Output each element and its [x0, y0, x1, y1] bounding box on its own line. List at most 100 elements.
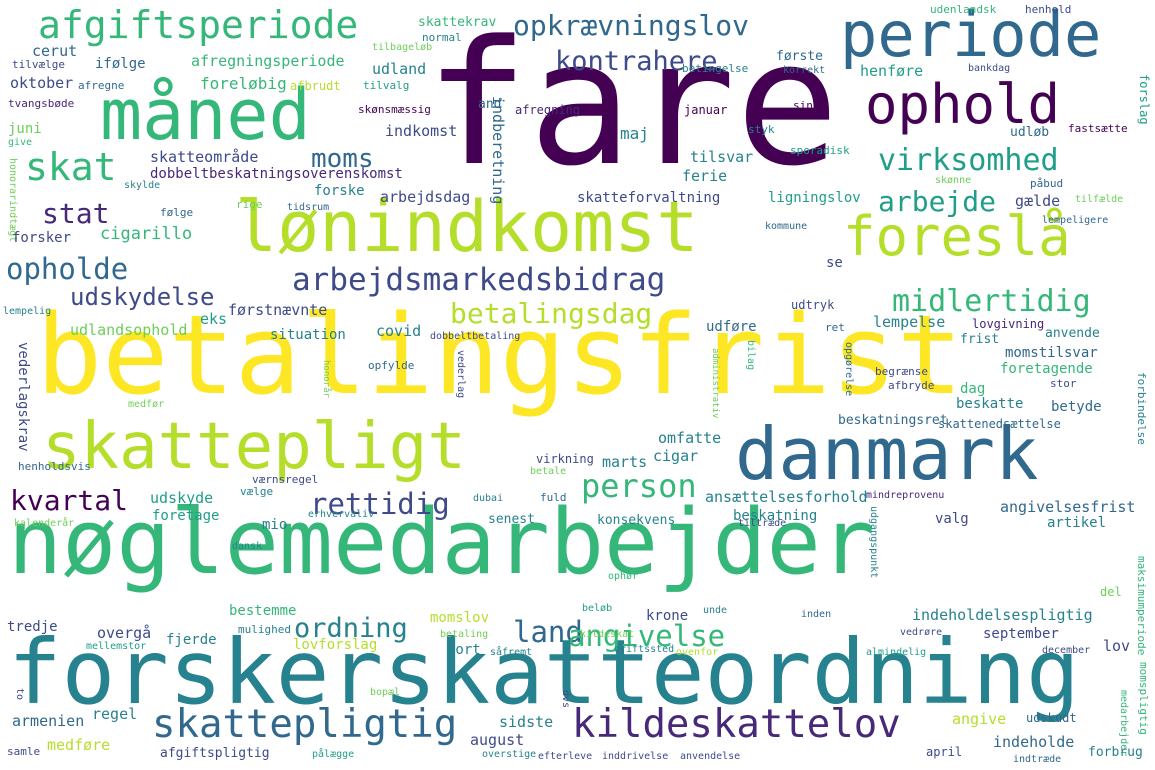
word-afregne: afregne: [78, 79, 125, 92]
word-land: land: [513, 615, 583, 649]
word-dobbeltbetaling: dobbeltbetaling: [430, 331, 521, 342]
word-give: give: [8, 137, 33, 148]
word-betalingsfrist: betalingsfrist: [36, 291, 964, 419]
word-foerste: første: [776, 49, 823, 64]
word-afgiftspligtig: afgiftspligtig: [160, 746, 270, 761]
word-frist: frist: [960, 332, 1000, 347]
word-lempelse: lempelse: [873, 313, 946, 331]
word-fjerde: fjerde: [166, 632, 217, 648]
word-dubai: dubai: [473, 493, 504, 504]
word-tilfaelde: tilfælde: [1075, 194, 1124, 205]
word-skatteomraade: skatteområde: [150, 148, 259, 166]
word-bopael: bopæl: [370, 687, 401, 698]
word-arbejdsdag: arbejdsdag: [380, 188, 471, 206]
word-gaelde: gælde: [1015, 192, 1061, 210]
word-betaling: betaling: [440, 629, 489, 640]
word-januar: januar: [684, 103, 728, 117]
word-lempelig: lempelig: [3, 306, 52, 317]
word-administrativ: administrativ: [710, 348, 720, 419]
word-vedroere: vedrøre: [900, 627, 943, 638]
word-skatteforvaltning: skatteforvaltning: [577, 190, 721, 206]
word-efterleve: efterleve: [538, 751, 593, 762]
word-kvartal: kvartal: [10, 484, 129, 517]
word-afbryde: afbryde: [888, 379, 935, 392]
word-ret: ret: [825, 321, 845, 334]
word-bankdag: bankdag: [968, 63, 1011, 74]
word-tidsrum: tidsrum: [287, 202, 330, 213]
word-anvende: anvende: [1045, 326, 1100, 341]
word-udenlandsk: udenlandsk: [930, 3, 997, 16]
word-forske: forske: [314, 183, 365, 199]
word-covid: covid: [376, 322, 422, 340]
word-skoensmaessig: skønsmæssig: [358, 103, 431, 116]
word-omfatte: omfatte: [658, 429, 722, 447]
word-vaernsregel: værnsregel: [252, 473, 319, 486]
word-overstige: overstige: [482, 749, 537, 760]
word-ansaettelsesforhold: ansættelsesforhold: [705, 488, 868, 506]
word-opkraevningslov: opkrævningslov: [513, 9, 750, 42]
word-ordning: ordning: [294, 613, 408, 644]
word-driftssted: driftssted: [614, 644, 675, 655]
word-foretage: foretage: [152, 508, 220, 524]
word-lovgivning: lovgivning: [972, 317, 1045, 331]
word-foretagende: foretagende: [1000, 361, 1093, 377]
word-forslag: forslag: [1137, 74, 1151, 125]
word-tilbageloeb: tilbageløb: [372, 42, 433, 53]
word-vederlagskrav: vederlagskrav: [15, 342, 31, 452]
word-moms: moms: [311, 144, 374, 174]
word-indtraede: indtræde: [1013, 754, 1062, 765]
word-henhold: henhold: [1025, 3, 1072, 16]
word-situation: situation: [270, 327, 346, 343]
word-beskatning: beskatning: [733, 508, 818, 524]
word-oktober: oktober: [10, 74, 74, 92]
word-skoenne: skønne: [935, 175, 972, 186]
word-skattenedsaettelse: skattenedsættelse: [938, 417, 1061, 431]
word-betyde: betyde: [1051, 399, 1102, 415]
word-bilag: bilag: [745, 340, 756, 371]
word-medfoer: medfør: [128, 399, 165, 410]
word-honoraar: honorår: [321, 360, 331, 398]
word-opfylde: opfylde: [368, 359, 415, 372]
word-september: september: [983, 626, 1059, 642]
word-udskyde: udskyde: [150, 489, 214, 507]
word-foerstnaevnte: førstnævnte: [228, 301, 328, 319]
word-midlertidig: midlertidig: [892, 284, 1091, 319]
word-december: december: [1042, 645, 1091, 656]
word-cigar: cigar: [653, 447, 699, 465]
word-skattepligt: skattepligt: [42, 410, 466, 484]
word-ligningslov: ligningslov: [768, 190, 861, 206]
word-momslov: momslov: [430, 610, 490, 626]
word-dvs: dvs: [560, 690, 571, 709]
word-krone: krone: [646, 608, 689, 624]
word-momspligtig: momspligtig: [1137, 662, 1150, 735]
word-foelge: følge: [160, 206, 194, 219]
word-fastsaette: fastsætte: [1068, 122, 1128, 135]
word-medarbejder: medarbejder: [1118, 690, 1129, 757]
word-erhvervaliv: erhvervaliv: [308, 509, 375, 520]
word-overgaa: overgå: [97, 624, 152, 642]
word-artikel: artikel: [1047, 515, 1107, 531]
word-medfoere: medføre: [47, 736, 111, 754]
word-skylde: skylde: [124, 180, 161, 191]
word-noeglemedarbejder: nøglemedarbejder: [8, 490, 875, 595]
word-loenindkomst: lønindkomst: [235, 186, 699, 268]
word-udskydelse: udskydelse: [70, 283, 215, 311]
word-vederlag: vederlag: [455, 350, 466, 399]
word-opholde: opholde: [6, 252, 129, 286]
word-virksomhed: virksomhed: [878, 143, 1059, 178]
word-ovenfor: ovenfor: [676, 647, 719, 658]
word-ophold: ophold: [865, 73, 1061, 136]
word-mulighed: mulighed: [238, 623, 291, 636]
word-rettidig: rettidig: [310, 487, 450, 521]
word-normal: normal: [422, 31, 462, 44]
word-armenien: armenien: [12, 712, 85, 730]
word-indkomst: indkomst: [385, 122, 458, 140]
word-rige: rige: [236, 198, 263, 211]
word-august: august: [470, 731, 525, 749]
word-paalaegge: pålægge: [312, 749, 355, 760]
word-konsekvens: konsekvens: [597, 513, 676, 528]
word-skattepligtig: skattepligtig: [152, 702, 458, 747]
word-periode: periode: [840, 0, 1102, 71]
word-forskerskatteordning: forskerskatteordning: [8, 620, 1080, 724]
word-kalenderaar: kalenderår: [14, 518, 75, 529]
